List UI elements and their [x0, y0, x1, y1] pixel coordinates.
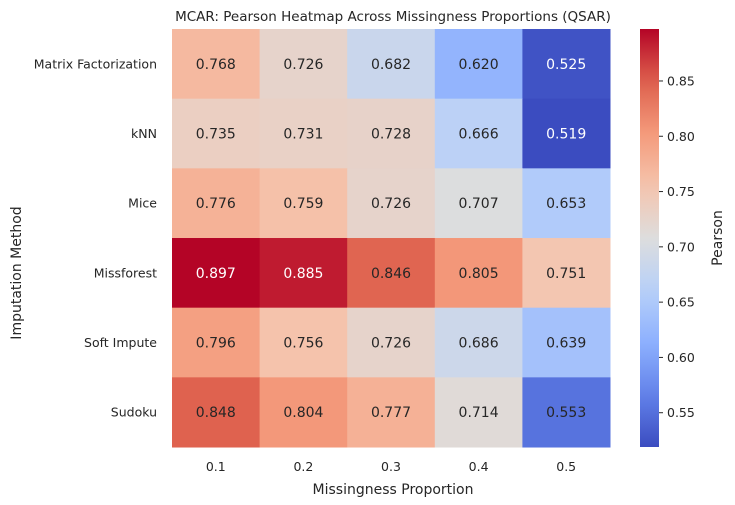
heatmap-cell [172, 168, 261, 239]
heatmap-cell [347, 168, 436, 239]
cell-value-label: 0.885 [283, 266, 323, 282]
x-tick-label: 0.1 [206, 459, 226, 474]
cell-value-label: 0.682 [371, 57, 411, 73]
cell-value-label: 0.639 [546, 336, 586, 352]
cell-value-label: 0.726 [283, 57, 323, 73]
y-axis-ticks: Matrix Factorization kNN Mice Missforest Sof… [34, 56, 158, 419]
colorbar-tick-label: 0.55 [667, 405, 695, 420]
y-tick-label: Soft Impute [84, 335, 157, 350]
cell-value-labels: 0.768 0.726 0.682 0.620 0.525 0.735 0.731 0.728… [196, 57, 586, 421]
cell-value-label: 0.768 [196, 57, 236, 73]
cell-value-label: 0.666 [459, 127, 499, 143]
heatmap-cell [259, 377, 348, 448]
cell-value-label: 0.759 [283, 196, 323, 212]
y-tick-label: Missforest [94, 265, 157, 280]
heatmap-cell [347, 307, 436, 378]
heatmap-cell [347, 98, 436, 169]
colorbar-tick-label: 0.70 [667, 239, 695, 254]
heatmap-cells [172, 29, 611, 448]
cell-value-label: 0.777 [371, 405, 411, 421]
colorbar-label: Pearson [710, 210, 726, 266]
cell-value-label: 0.728 [371, 127, 411, 143]
cell-value-label: 0.805 [459, 266, 499, 282]
heatmap-cell [172, 307, 261, 378]
chart-title: MCAR: Pearson Heatmap Across Missingness… [175, 9, 611, 25]
y-tick-label: Matrix Factorization [34, 56, 157, 71]
cell-value-label: 0.707 [459, 196, 499, 212]
heatmap-cell [434, 98, 523, 169]
cell-value-label: 0.553 [546, 405, 586, 421]
heatmap-cell [522, 98, 611, 169]
x-tick-label: 0.2 [293, 459, 313, 474]
colorbar-tick-label: 0.80 [667, 129, 695, 144]
x-tick-label: 0.3 [381, 459, 401, 474]
cell-value-label: 0.756 [283, 336, 323, 352]
heatmap-cell [259, 168, 348, 239]
cell-value-label: 0.726 [371, 336, 411, 352]
cell-value-label: 0.519 [546, 127, 586, 143]
heatmap-cell [434, 29, 523, 100]
heatmap-cell [347, 238, 436, 309]
heatmap-cell [347, 377, 436, 448]
heatmap-cell [259, 98, 348, 169]
heatmap-cell [347, 29, 436, 100]
y-tick-label: Sudoku [111, 405, 157, 420]
cell-value-label: 0.726 [371, 196, 411, 212]
x-tick-label: 0.4 [469, 459, 489, 474]
heatmap-cell [172, 377, 261, 448]
x-axis-label: Missingness Proportion [313, 482, 474, 498]
cell-value-label: 0.686 [459, 336, 499, 352]
heatmap-cell [522, 168, 611, 239]
x-axis-ticks: 0.1 0.2 0.3 0.4 0.5 [206, 459, 576, 474]
colorbar-tick-label: 0.60 [667, 350, 695, 365]
heatmap-cell [172, 98, 261, 169]
colorbar-tick-label: 0.75 [667, 184, 695, 199]
cell-value-label: 0.796 [196, 336, 236, 352]
heatmap-cell [522, 238, 611, 309]
cell-value-label: 0.735 [196, 127, 236, 143]
cell-value-label: 0.620 [459, 57, 499, 73]
heatmap-cell [522, 307, 611, 378]
heatmap-cell [172, 238, 261, 309]
y-tick-label: kNN [131, 126, 157, 141]
heatmap-cell [522, 29, 611, 100]
heatmap-cell [259, 307, 348, 378]
heatmap-cell [172, 29, 261, 100]
colorbar-tick-label: 0.85 [667, 73, 695, 88]
heatmap-cell [434, 377, 523, 448]
cell-value-label: 0.751 [546, 266, 586, 282]
y-axis-label: Imputation Method [9, 206, 25, 339]
cell-value-label: 0.731 [283, 127, 323, 143]
heatmap-cell [434, 168, 523, 239]
colorbar-ticks: 0.55 0.60 0.65 0.70 0.75 0.80 0.85 [659, 73, 695, 420]
cell-value-label: 0.897 [196, 266, 236, 282]
colorbar [640, 29, 659, 447]
cell-value-label: 0.804 [283, 405, 323, 421]
heatmap-cell [259, 238, 348, 309]
cell-value-label: 0.846 [371, 266, 411, 282]
cell-value-label: 0.653 [546, 196, 586, 212]
heatmap-cell [434, 307, 523, 378]
cell-value-label: 0.714 [459, 405, 499, 421]
colorbar-tick-label: 0.65 [667, 295, 695, 310]
heatmap-cell [522, 377, 611, 448]
heatmap-cell [434, 238, 523, 309]
x-tick-label: 0.5 [556, 459, 576, 474]
heatmap-cell [259, 29, 348, 100]
cell-value-label: 0.848 [196, 405, 236, 421]
cell-value-label: 0.525 [546, 57, 586, 73]
cell-value-label: 0.776 [196, 196, 236, 212]
y-tick-label: Mice [128, 196, 157, 211]
